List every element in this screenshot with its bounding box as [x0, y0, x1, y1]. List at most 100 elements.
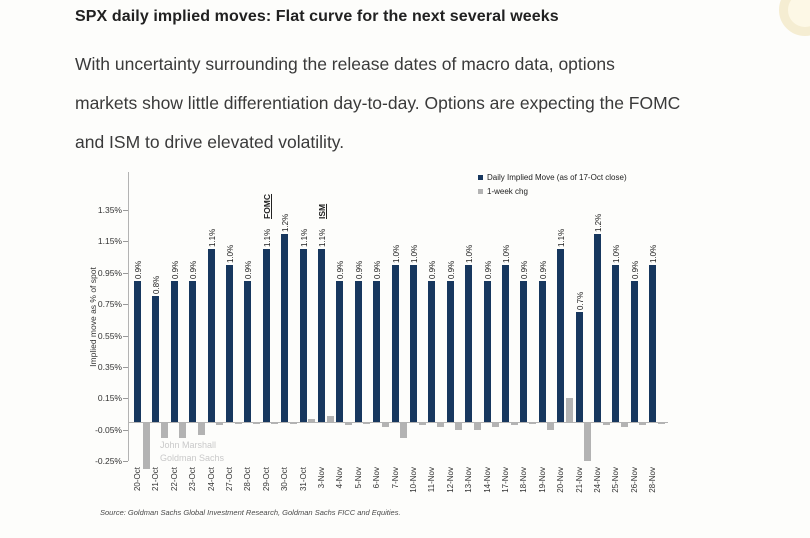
chart-legend: Daily Implied Move (as of 17-Oct close) …: [478, 173, 627, 201]
week-change-bar: [473, 422, 481, 430]
daily-implied-move-bar: [373, 280, 381, 422]
week-change-bar: [179, 422, 187, 438]
bar-value-label: 0.9%: [446, 260, 456, 279]
week-change-bar: [547, 422, 555, 430]
daily-implied-move-bar: [649, 265, 657, 422]
x-axis-label: 24-Oct: [206, 467, 216, 492]
x-axis-label: 29-Oct: [261, 467, 271, 492]
bar-value-label: 0.9%: [336, 260, 346, 279]
y-tick-label: -0.05%: [95, 425, 122, 435]
daily-implied-move-bar: [134, 280, 141, 422]
x-axis-label: 13-Nov: [464, 467, 474, 493]
week-change-bar: [492, 422, 500, 427]
daily-implied-move-bar: [410, 265, 417, 422]
bar-value-label: 0.8%: [152, 276, 162, 295]
y-tick-label: 0.15%: [97, 393, 122, 403]
daily-implied-move-bar: [354, 280, 362, 422]
bar-value-label: 0.9%: [354, 260, 364, 279]
week-change-bar: [584, 422, 592, 462]
bar-value-label: 1.1%: [318, 229, 327, 248]
daily-implied-move-bar: [465, 265, 473, 422]
bar-value-label: 1.0%: [410, 244, 419, 263]
week-change-bar: [308, 418, 316, 422]
week-change-bar: [657, 422, 665, 424]
x-axis-label: 22-Oct: [169, 467, 179, 492]
daily-implied-move-bar: [336, 280, 344, 422]
daily-implied-move-bar: [226, 265, 233, 422]
daily-implied-move-bar: [189, 280, 197, 422]
daily-implied-move-bar: [152, 296, 160, 422]
bar-value-label: 1.2%: [594, 213, 603, 232]
x-axis-label: 11-Nov: [427, 467, 437, 493]
daily-implied-move-bar: [391, 265, 399, 422]
week-change-bar: [639, 422, 647, 426]
bar-value-label: 0.9%: [170, 260, 180, 279]
legend-item-week-chg: 1-week chg: [478, 187, 627, 196]
source-note: Source: Goldman Sachs Global Investment …: [100, 508, 401, 517]
event-annotation-ism: ISM: [317, 204, 327, 220]
x-axis-label: 20-Oct: [133, 467, 142, 492]
x-axis-label: 14-Nov: [482, 467, 492, 493]
x-axis-label: 12-Nov: [445, 467, 455, 493]
bar-value-label: 1.0%: [226, 244, 235, 263]
bar-value-label: 1.1%: [262, 229, 272, 248]
week-change-bar: [565, 398, 573, 422]
legend-swatch-navy: [478, 175, 483, 180]
event-annotation-fomc: FOMC: [261, 194, 272, 220]
daily-implied-move-bar: [575, 312, 583, 422]
daily-implied-move-bar: [502, 265, 509, 422]
x-axis-label: 28-Oct: [243, 467, 253, 492]
bar-value-label: 1.1%: [299, 229, 309, 248]
y-tick-label: 0.35%: [97, 362, 122, 372]
bar-value-label: 0.7%: [575, 291, 585, 311]
y-tick-mark: [123, 461, 128, 462]
daily-implied-move-bar: [483, 280, 491, 422]
bar-value-label: 0.9%: [520, 260, 530, 279]
x-axis-label: 28-Nov: [648, 467, 658, 493]
week-change-bar: [252, 422, 260, 424]
daily-implied-move-bar: [557, 249, 565, 422]
y-tick-label: 0.95%: [97, 268, 122, 278]
week-change-bar: [400, 422, 408, 438]
y-tick-label: 1.15%: [97, 236, 122, 246]
y-tick-label: 1.35%: [97, 205, 122, 215]
daily-implied-move-bar: [594, 233, 601, 422]
x-axis-label: 5-Nov: [353, 467, 363, 489]
daily-implied-move-bar: [446, 280, 454, 422]
watermark: John Marshall Goldman Sachs: [160, 440, 225, 463]
x-axis-baseline: [128, 422, 668, 423]
bar-value-label: 0.9%: [630, 260, 640, 279]
daily-implied-move-bar: [299, 249, 307, 422]
x-axis-label: 6-Nov: [372, 467, 382, 489]
week-change-bar: [234, 422, 242, 424]
y-tick-mark: [123, 241, 128, 242]
y-tick-mark: [123, 336, 128, 337]
body-text-line: and ISM to drive elevated volatility.: [75, 132, 345, 152]
body-text-line: markets show little differentiation day-…: [75, 93, 681, 113]
bar-value-label: 0.9%: [538, 260, 548, 279]
bar-value-label: 1.2%: [281, 213, 291, 232]
y-tick-mark: [123, 210, 128, 211]
y-tick-mark: [123, 398, 128, 399]
x-axis-label: 30-Oct: [280, 467, 290, 492]
bar-value-label: 1.0%: [391, 244, 401, 263]
x-axis-label: 27-Oct: [225, 467, 234, 492]
week-change-bar: [455, 422, 463, 430]
bar-value-label: 1.0%: [649, 244, 659, 263]
bar-value-label: 1.1%: [557, 229, 567, 248]
daily-implied-move-bar: [262, 249, 270, 422]
bar-value-label: 1.0%: [502, 244, 511, 263]
week-change-bar: [160, 422, 168, 438]
legend-label: 1-week chg: [487, 187, 528, 196]
week-change-bar: [418, 422, 426, 426]
daily-implied-move-bar: [612, 265, 620, 422]
daily-implied-move-bar: [170, 280, 178, 422]
daily-implied-move-bar: [538, 280, 546, 422]
x-axis-label: 19-Nov: [537, 467, 547, 493]
week-change-bar: [216, 422, 224, 426]
daily-implied-move-bar: [244, 280, 252, 422]
bar-value-label: 1.1%: [207, 229, 217, 248]
bar-value-label: 0.9%: [244, 260, 254, 279]
legend-swatch-gray: [478, 189, 483, 194]
daily-implied-move-bar: [281, 233, 289, 422]
